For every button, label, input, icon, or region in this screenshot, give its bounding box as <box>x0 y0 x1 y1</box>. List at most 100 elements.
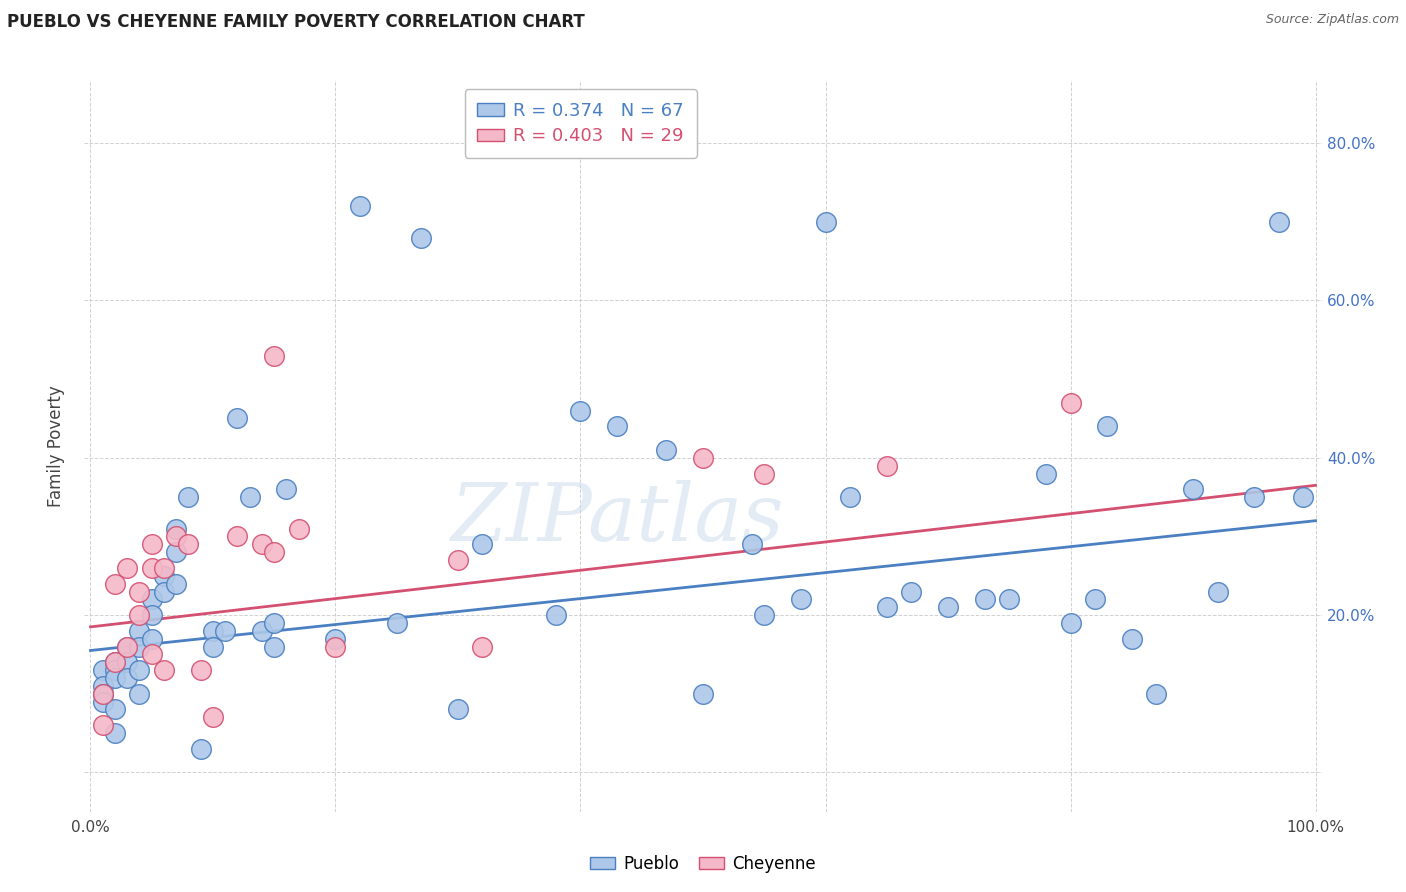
Point <box>165 522 187 536</box>
Y-axis label: Family Poverty: Family Poverty <box>46 385 65 507</box>
Point <box>606 419 628 434</box>
Point <box>91 687 114 701</box>
Point <box>1084 592 1107 607</box>
Point <box>1292 490 1315 504</box>
Text: Source: ZipAtlas.com: Source: ZipAtlas.com <box>1265 13 1399 27</box>
Point <box>250 537 273 551</box>
Point <box>104 671 127 685</box>
Point <box>165 576 187 591</box>
Point <box>447 702 470 716</box>
Point <box>998 592 1021 607</box>
Point <box>165 545 187 559</box>
Point <box>900 584 922 599</box>
Point <box>177 490 200 504</box>
Point <box>115 640 138 654</box>
Point <box>1268 215 1291 229</box>
Point <box>411 230 433 244</box>
Point <box>250 624 273 638</box>
Point <box>1206 584 1229 599</box>
Point <box>141 537 163 551</box>
Point <box>1182 482 1205 496</box>
Point <box>741 537 763 551</box>
Point <box>128 584 150 599</box>
Point <box>325 640 347 654</box>
Point <box>115 671 138 685</box>
Point <box>385 615 408 630</box>
Point <box>153 584 176 599</box>
Point <box>91 687 114 701</box>
Point <box>141 632 163 646</box>
Point <box>153 663 176 677</box>
Point <box>754 608 776 623</box>
Point <box>655 442 678 457</box>
Point <box>287 522 309 536</box>
Point <box>839 490 862 504</box>
Point <box>190 663 212 677</box>
Legend: Pueblo, Cheyenne: Pueblo, Cheyenne <box>583 848 823 880</box>
Point <box>201 640 224 654</box>
Point <box>165 529 187 543</box>
Point <box>115 640 138 654</box>
Point <box>1121 632 1143 646</box>
Point <box>104 655 127 669</box>
Point <box>814 215 837 229</box>
Legend: R = 0.374   N = 67, R = 0.403   N = 29: R = 0.374 N = 67, R = 0.403 N = 29 <box>464 89 696 158</box>
Point <box>201 624 224 638</box>
Point <box>91 679 114 693</box>
Point <box>263 545 285 559</box>
Point <box>471 537 494 551</box>
Point <box>128 640 150 654</box>
Text: PUEBLO VS CHEYENNE FAMILY POVERTY CORRELATION CHART: PUEBLO VS CHEYENNE FAMILY POVERTY CORREL… <box>7 13 585 31</box>
Point <box>544 608 567 623</box>
Point <box>201 710 224 724</box>
Point <box>115 561 138 575</box>
Point <box>876 458 898 473</box>
Point <box>214 624 236 638</box>
Point <box>128 663 150 677</box>
Point <box>141 648 163 662</box>
Point <box>128 624 150 638</box>
Point <box>692 687 714 701</box>
Point <box>349 199 371 213</box>
Point <box>790 592 813 607</box>
Point <box>141 561 163 575</box>
Point <box>936 600 959 615</box>
Point <box>1035 467 1057 481</box>
Point <box>141 592 163 607</box>
Point <box>325 632 347 646</box>
Point <box>754 467 776 481</box>
Point <box>190 741 212 756</box>
Point <box>141 608 163 623</box>
Point <box>153 568 176 582</box>
Point <box>128 608 150 623</box>
Point <box>1097 419 1119 434</box>
Point <box>226 529 249 543</box>
Text: ZIPatlas: ZIPatlas <box>450 481 783 558</box>
Point <box>104 663 127 677</box>
Point <box>263 615 285 630</box>
Point <box>104 576 127 591</box>
Point <box>91 718 114 732</box>
Point <box>876 600 898 615</box>
Point <box>263 640 285 654</box>
Point <box>1059 396 1081 410</box>
Point <box>104 726 127 740</box>
Point <box>104 655 127 669</box>
Point <box>1243 490 1265 504</box>
Point <box>1144 687 1167 701</box>
Point <box>153 561 176 575</box>
Point <box>239 490 262 504</box>
Point <box>128 687 150 701</box>
Point <box>104 702 127 716</box>
Point <box>177 537 200 551</box>
Point <box>692 450 714 465</box>
Point <box>973 592 995 607</box>
Point <box>115 655 138 669</box>
Point <box>263 349 285 363</box>
Point <box>1059 615 1081 630</box>
Point <box>471 640 494 654</box>
Point <box>569 403 592 417</box>
Point <box>226 411 249 425</box>
Point <box>447 553 470 567</box>
Point <box>276 482 298 496</box>
